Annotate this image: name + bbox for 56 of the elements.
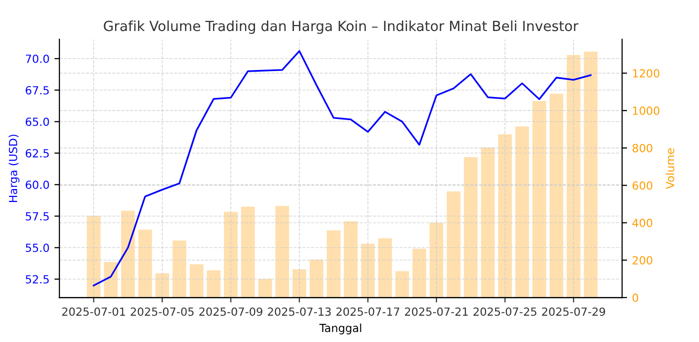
bar bbox=[361, 244, 375, 298]
y-tick-label: 60.0 bbox=[26, 180, 49, 190]
bar bbox=[138, 230, 152, 298]
bar bbox=[241, 206, 255, 298]
y2-tick-label: 0 bbox=[632, 294, 638, 302]
bar bbox=[344, 221, 358, 298]
chart-title: Grafik Volume Trading dan Harga Koin – Indikator Minat Beli Investor bbox=[104, 20, 578, 34]
y-axis-title: Harga (USD) bbox=[8, 134, 20, 202]
bar bbox=[532, 101, 546, 298]
bar bbox=[498, 134, 512, 298]
bar bbox=[378, 238, 392, 298]
bar bbox=[515, 126, 529, 298]
x-tick-label: 2025-07-17 bbox=[336, 307, 400, 316]
bar bbox=[550, 94, 564, 298]
bar bbox=[481, 147, 495, 298]
bar bbox=[258, 278, 272, 298]
y2-tick-label: 200 bbox=[632, 256, 652, 265]
y2-axis-title: Volume bbox=[666, 148, 674, 190]
y-tick-label: 55.0 bbox=[26, 244, 49, 252]
y-tick-label: 70.0 bbox=[26, 54, 49, 63]
bar bbox=[566, 55, 580, 298]
x-tick-label: 2025-07-29 bbox=[542, 307, 606, 316]
bar bbox=[224, 212, 238, 298]
bar bbox=[206, 270, 221, 298]
bar bbox=[172, 240, 186, 298]
bar bbox=[446, 191, 460, 298]
y-tick-label: 57.5 bbox=[26, 212, 49, 221]
y-tick-label: 62.5 bbox=[26, 149, 49, 158]
x-tick-label: 2025-07-05 bbox=[130, 307, 194, 316]
y-tick-label: 65.0 bbox=[26, 118, 49, 126]
x-tick-label: 2025-07-13 bbox=[268, 307, 331, 316]
x-axis-title: Tanggal bbox=[319, 324, 362, 334]
y-tick-label: 52.5 bbox=[26, 275, 49, 284]
bar bbox=[310, 260, 324, 298]
bar bbox=[412, 248, 426, 298]
bar bbox=[121, 210, 135, 298]
x-tick-label: 2025-07-25 bbox=[474, 307, 536, 316]
y2-tick-label: 1000 bbox=[633, 106, 660, 115]
x-tick-label: 2025-07-21 bbox=[404, 307, 468, 316]
y2-tick-label: 1200 bbox=[633, 69, 660, 78]
x-tick-label: 2025-07-01 bbox=[62, 307, 125, 316]
line-series bbox=[92, 50, 592, 286]
x-tick-label: 2025-07-09 bbox=[199, 307, 262, 316]
bar bbox=[86, 216, 101, 298]
y2-tick-label: 600 bbox=[632, 181, 652, 190]
bar bbox=[326, 230, 340, 298]
bar bbox=[190, 264, 204, 298]
bar bbox=[395, 271, 410, 298]
y-tick-label: 67.5 bbox=[26, 86, 49, 94]
bar bbox=[275, 206, 290, 298]
bar bbox=[584, 52, 598, 298]
y2-tick-label: 800 bbox=[632, 144, 652, 152]
bar bbox=[155, 273, 170, 298]
y2-tick-label: 400 bbox=[632, 218, 652, 228]
bar bbox=[464, 157, 478, 298]
bar bbox=[430, 222, 444, 298]
